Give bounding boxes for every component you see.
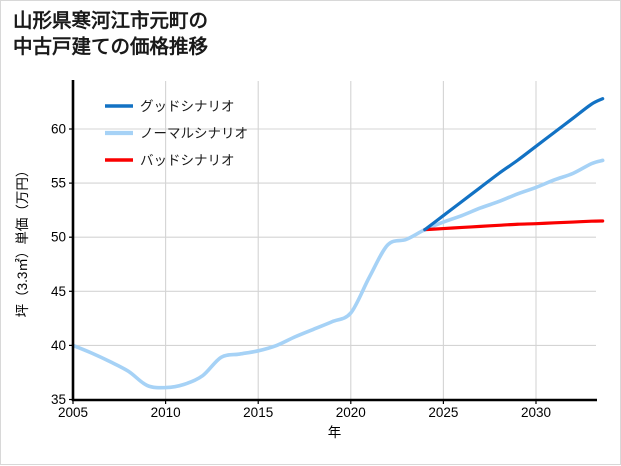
- series-line-good: [423, 97, 605, 232]
- y-tick-label: 55: [51, 176, 66, 191]
- series-line-normal: [71, 158, 605, 390]
- x-tick-label: 2025: [428, 405, 458, 420]
- x-tick-label: 2010: [151, 405, 181, 420]
- x-tick-label: 2015: [243, 405, 273, 420]
- y-tick-label: 40: [51, 338, 66, 353]
- x-tick-label: 2005: [58, 405, 88, 420]
- chart-title: 山形県寒河江市元町の 中古戸建ての価格推移: [13, 10, 209, 58]
- legend-label: グッドシナリオ: [140, 99, 235, 114]
- y-tick-label: 45: [51, 284, 66, 299]
- y-tick-label: 50: [51, 230, 66, 245]
- tick-labels: 35 40 45 50 55 60 2005 2010 2015 2020 2025 2030: [51, 122, 551, 421]
- y-axis-title: 坪（3.3㎡）単価（万円）: [15, 164, 30, 318]
- axis-spines: [71, 80, 597, 402]
- y-tick-label: 35: [51, 392, 66, 407]
- legend-label: バッドシナリオ: [140, 153, 235, 168]
- series-group: [71, 97, 605, 390]
- x-tick-label: 2030: [521, 405, 551, 420]
- legend-label: ノーマルシナリオ: [140, 126, 248, 141]
- x-tick-label: 2020: [336, 405, 366, 420]
- series-line-bad: [423, 219, 605, 232]
- x-axis-title: 年: [328, 425, 342, 440]
- y-tick-label: 60: [51, 122, 66, 137]
